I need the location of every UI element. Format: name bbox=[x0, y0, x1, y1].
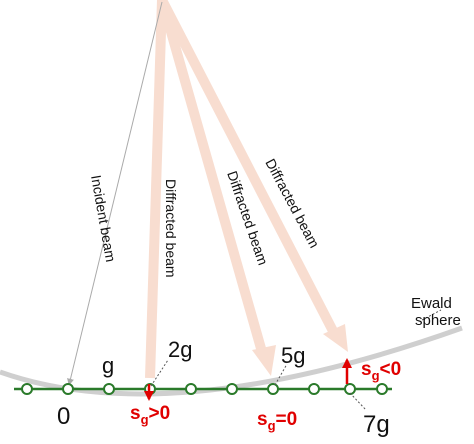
ewald-label-line1: Ewald bbox=[411, 295, 452, 312]
ewald-sphere-arc bbox=[0, 325, 463, 397]
leader-7g bbox=[349, 392, 367, 411]
lattice-point bbox=[103, 383, 115, 395]
label-5g: 5g bbox=[281, 343, 305, 368]
lattice-point bbox=[21, 383, 33, 395]
lattice-point bbox=[308, 383, 320, 395]
label-2g: 2g bbox=[168, 337, 192, 362]
lattice-point bbox=[376, 383, 388, 395]
diffracted-beam-label-1: Diffracted beam bbox=[163, 179, 179, 278]
lattice-point bbox=[267, 383, 279, 395]
leader-5g bbox=[274, 363, 288, 386]
lattice-point bbox=[226, 383, 238, 395]
ewald-label-line2: sphere bbox=[415, 312, 461, 329]
label-7g: 7g bbox=[363, 411, 390, 438]
lattice-point bbox=[62, 383, 74, 395]
sg-zero-label: sg=0 bbox=[257, 409, 297, 433]
sg-negative-label: sg<0 bbox=[361, 359, 401, 383]
leader-2g bbox=[150, 359, 169, 387]
lattice-points bbox=[21, 383, 388, 395]
label-origin: 0 bbox=[57, 403, 70, 430]
incident-beam-arrow bbox=[67, 1, 163, 386]
diffracted-beam-1 bbox=[145, 0, 167, 379]
leader-ewald bbox=[421, 309, 442, 321]
diffracted-beam-2 bbox=[157, 0, 267, 354]
diffracted-beam-3 bbox=[157, 0, 338, 334]
label-g: g bbox=[102, 353, 114, 378]
incident-beam-label: Incident beam bbox=[88, 174, 119, 263]
lattice-point bbox=[185, 383, 197, 395]
diffracted-beam-3-head bbox=[323, 324, 348, 352]
sg-positive-label: sg>0 bbox=[130, 403, 170, 427]
lattice-point bbox=[344, 383, 356, 395]
diffracted-beam-2-head bbox=[252, 345, 276, 376]
